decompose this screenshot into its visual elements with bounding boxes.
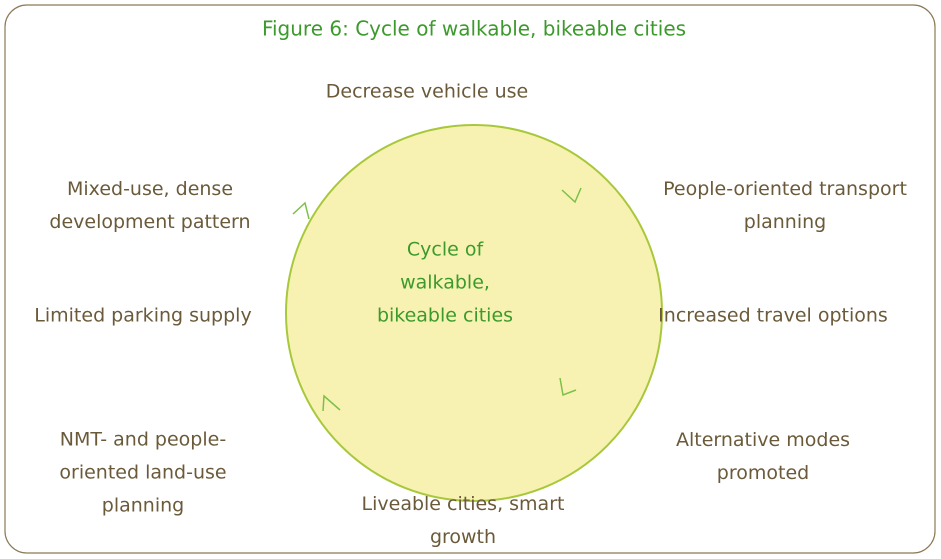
center-label: bikeable cities [377,305,513,327]
node-label: Mixed-use, dense [67,178,233,200]
node-label: Decrease vehicle use [326,81,528,103]
arrow [561,187,582,204]
arrow [322,394,341,412]
node-label: development pattern [49,211,250,233]
node-label: Increased travel options [658,305,888,327]
node-label: NMT- and people- [60,429,226,451]
node-label: promoted [717,462,809,484]
cycle-circle [285,124,663,502]
node-label: growth [430,526,496,548]
node-label: planning [102,495,184,517]
labels: Cycle of walkable, bikeable cities Decrease… [34,81,907,549]
center-label: walkable, [400,272,490,294]
node-label: planning [744,211,826,233]
node-label: oriented land-use [59,462,226,484]
node-label: Liveable cities, smart [362,493,565,515]
center-label: Cycle of [407,239,485,261]
node-label: Limited parking supply [34,305,251,327]
title: Figure 6: Cycle of walkable, bikeable ci… [262,17,686,41]
arrow [559,377,577,397]
arrow [292,201,310,220]
frame [4,4,936,554]
node-label: Alternative modes [676,429,850,451]
node-label: People-oriented transport [663,178,907,200]
